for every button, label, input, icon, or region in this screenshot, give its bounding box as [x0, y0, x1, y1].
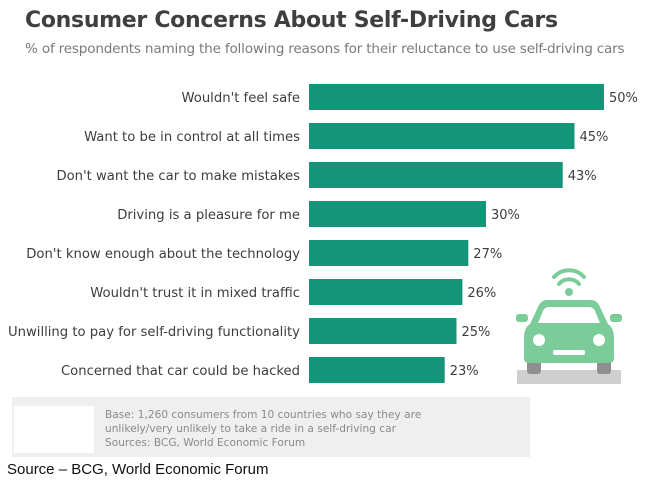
footer-sources: Sources: BCG, World Economic Forum — [105, 437, 306, 449]
category-label: Unwilling to pay for self-driving functi… — [8, 325, 300, 340]
self-driving-car-icon — [516, 268, 622, 384]
footer-base-line2: unlikely/very unlikely to take a ride in… — [105, 423, 396, 435]
category-label: Don't know enough about the technology — [26, 247, 300, 262]
value-label: 27% — [473, 247, 502, 262]
source-caption: Source – BCG, World Economic Forum — [7, 461, 269, 478]
bar — [309, 240, 469, 266]
category-label: Concerned that car could be hacked — [61, 364, 300, 379]
category-label: Wouldn't trust it in mixed traffic — [90, 286, 300, 301]
bar — [309, 84, 604, 110]
bar — [309, 201, 486, 227]
bar — [309, 357, 445, 383]
bar — [309, 162, 563, 188]
bar — [309, 279, 463, 305]
bar-chart: Wouldn't feel safe 50% Want to be in contr… — [8, 84, 638, 383]
category-label: Wouldn't feel safe — [181, 91, 300, 106]
footer-logo-placeholder — [14, 406, 94, 453]
value-label: 23% — [450, 364, 479, 379]
category-label: Want to be in control at all times — [84, 130, 300, 145]
bar — [309, 318, 457, 344]
value-label: 50% — [609, 91, 638, 106]
chart-title: Consumer Concerns About Self-Driving Car… — [25, 8, 558, 33]
value-label: 43% — [568, 169, 597, 184]
footer-base-line1: Base: 1,260 consumers from 10 countries … — [105, 409, 422, 421]
bar — [309, 123, 575, 149]
footer-note: Base: 1,260 consumers from 10 countries … — [12, 397, 530, 457]
chart-subtitle: % of respondents naming the following re… — [25, 41, 625, 57]
value-label: 30% — [491, 208, 520, 223]
value-label: 45% — [580, 130, 609, 145]
value-label: 25% — [462, 325, 491, 340]
value-label: 26% — [467, 286, 496, 301]
category-label: Don't want the car to make mistakes — [56, 169, 300, 184]
category-label: Driving is a pleasure for me — [117, 208, 300, 223]
